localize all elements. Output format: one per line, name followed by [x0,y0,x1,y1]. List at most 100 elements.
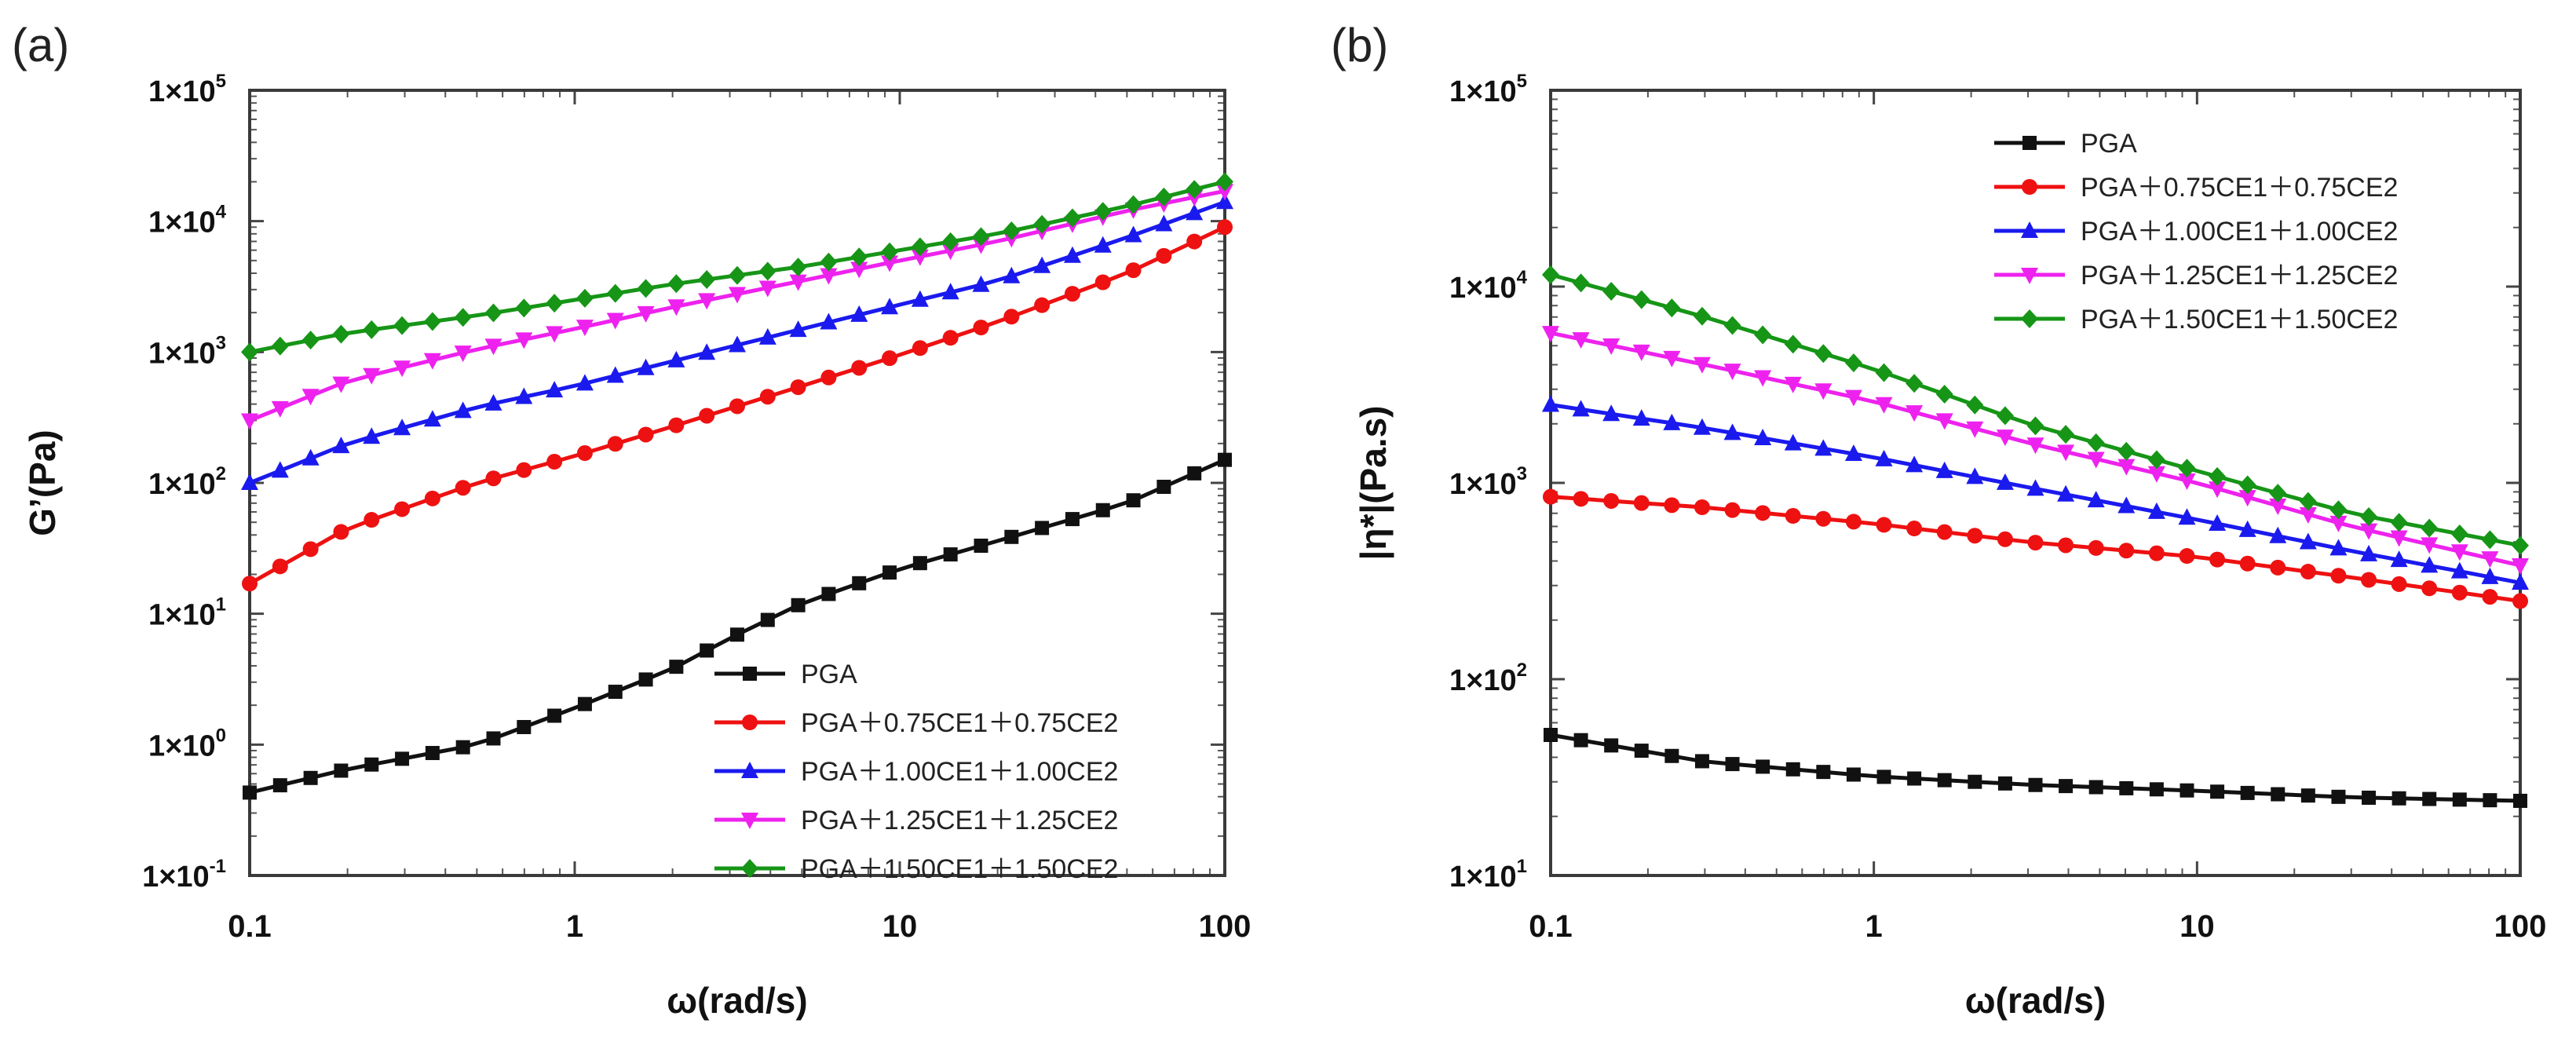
data-point [1216,192,1233,210]
data-point [1694,754,1709,769]
series-4 [1542,265,2529,555]
y-tick-exponent: 0 [216,725,226,746]
data-point [547,708,562,723]
legend-marker [741,762,758,778]
data-point [332,324,350,344]
data-point [730,627,744,642]
data-point [515,387,533,404]
data-point [1723,364,1741,381]
data-point [1996,406,2014,426]
y-tick-base: 1×10 [148,75,216,108]
legend-label: PGA＋0.75CE1＋0.75CE2 [2081,173,2398,203]
y-tick-label: 1×103 [1449,463,1527,501]
chart-panel-a: (a)0.1 1 10 1001×1051×1041×1031×1021×1011×1… [12,19,1251,1021]
data-point [638,672,653,687]
data-point [2209,551,2226,568]
data-point [1634,744,1649,758]
data-point [271,336,289,356]
data-point [2450,544,2468,561]
data-point [637,305,655,323]
legend-label: PGA＋1.00CE1＋1.00CE2 [801,757,1118,787]
series-4 [241,172,1233,362]
data-point [972,227,990,247]
data-point [1816,765,1831,780]
data-point [1065,512,1080,527]
data-point [1875,363,1893,382]
data-point [2117,441,2136,461]
data-point [667,274,685,294]
data-point [334,763,349,778]
data-point [1064,286,1080,302]
data-point [1033,214,1051,234]
series-3 [241,184,1233,430]
data-point [2209,466,2227,486]
data-point [760,612,775,627]
legend-marker [741,859,758,878]
data-point [576,445,593,462]
legend-label: PGA＋1.50CE1＋1.50CE2 [801,854,1118,884]
data-point [852,576,867,590]
legend-item: PGA＋0.75CE1＋0.75CE2 [714,708,1118,738]
data-point [2299,506,2317,524]
data-point [2059,779,2074,794]
data-point [698,269,716,289]
data-point [1126,493,1141,508]
legend-label: PGA＋1.25CE1＋1.25CE2 [801,806,1118,835]
y-tick-label: 1×104 [1449,267,1528,305]
data-point [606,313,624,330]
data-point [1785,508,1801,524]
data-point [1935,413,1953,430]
data-point [363,320,381,339]
data-point [882,565,897,580]
data-point [2329,500,2348,520]
data-point [1876,769,1891,784]
data-point [1663,350,1681,367]
data-point [2178,508,2196,525]
data-point [1906,521,1923,537]
data-point [1004,529,1019,544]
data-point [1784,376,1802,393]
y-tick-exponent: 2 [1517,660,1527,681]
data-point [1003,221,1021,241]
legend-marker [2021,268,2038,284]
data-point [851,360,868,376]
data-point [486,731,501,746]
data-point [789,320,807,338]
data-point [1544,727,1558,742]
data-point [2240,785,2255,800]
data-point [881,242,899,261]
data-point [1935,385,1953,404]
data-point [1124,225,1142,243]
data-point [1632,409,1650,426]
x-tick-label: 10 [882,909,918,944]
y-tick-exponent: -1 [210,856,226,877]
data-point [1155,214,1173,232]
data-point [1094,236,1112,253]
data-point [2026,416,2044,436]
data-point [2481,551,2499,568]
data-point [2391,791,2406,806]
data-point [2362,790,2377,805]
data-point [332,437,350,454]
data-point [942,330,959,346]
data-point [790,379,806,396]
data-point [1755,505,1771,521]
legend-item: PGA＋1.50CE1＋1.50CE2 [1994,305,2398,334]
data-point [1756,759,1770,774]
data-point [2147,450,2165,470]
data-point [1663,413,1681,430]
data-point [1784,334,1802,354]
data-point [1632,290,1650,309]
data-point [546,454,563,470]
data-point [1187,466,1202,481]
y-tick-exponent: 5 [216,71,226,92]
data-point [1907,771,1922,786]
y-tick-label: 1×102 [148,463,226,501]
data-point [2149,782,2164,797]
panel-label: (a) [12,19,69,71]
data-point [791,598,806,612]
data-point [2117,496,2136,514]
data-point [301,389,320,406]
legend-item: PGA [1994,129,2137,159]
data-point [517,719,532,734]
